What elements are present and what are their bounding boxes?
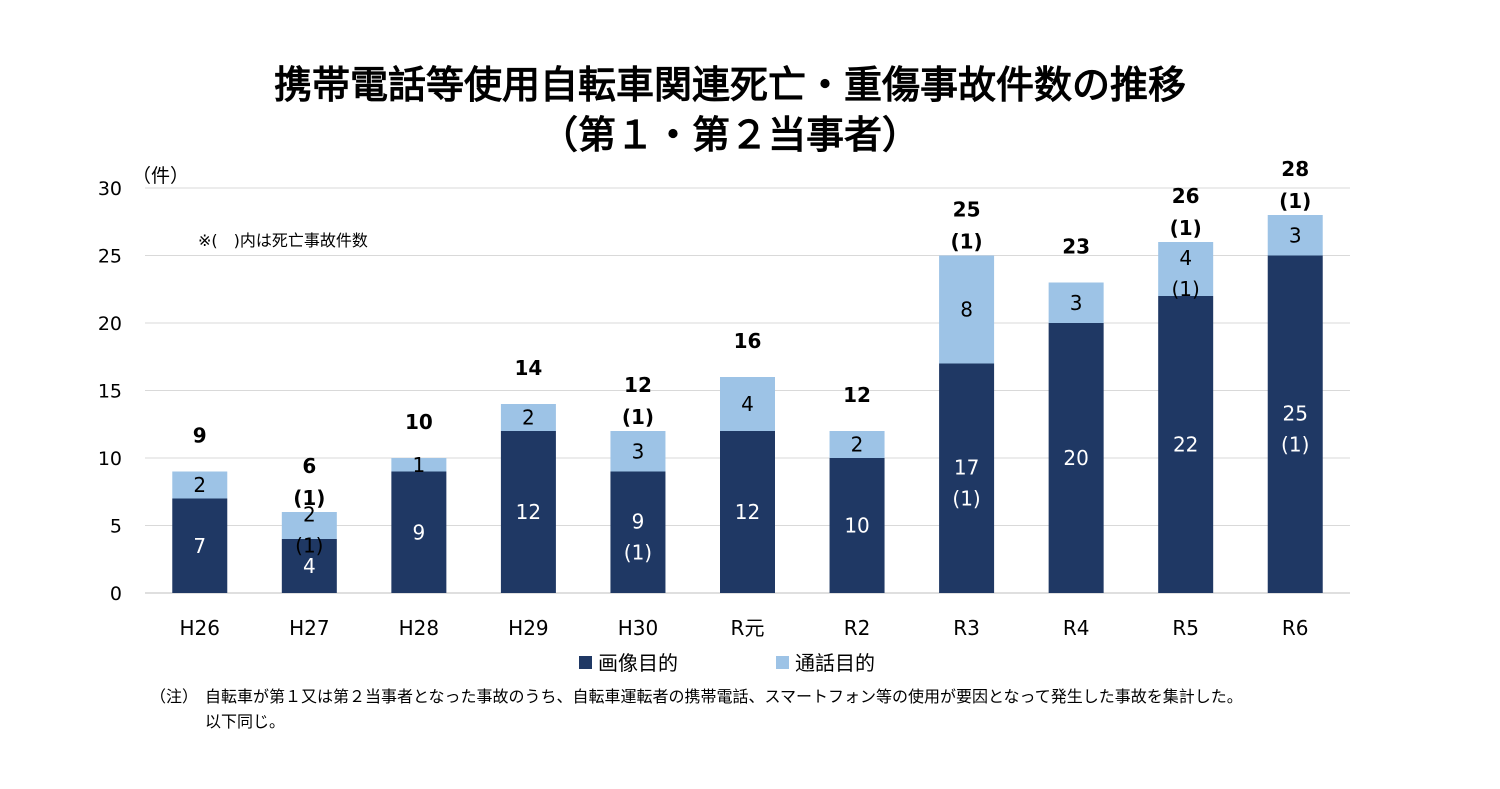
data-label-image-purpose: 12 <box>735 500 760 524</box>
data-label-call-purpose: 2 <box>851 433 864 457</box>
legend-label-image-purpose: 画像目的 <box>598 651 678 675</box>
data-label-call-purpose: 1 <box>412 453 425 477</box>
y-tick-label: 20 <box>98 313 122 335</box>
data-label-call-purpose: 4 <box>741 392 754 416</box>
total-death-label: (1) <box>1279 189 1311 213</box>
data-label-call-purpose: 2 <box>303 503 316 527</box>
total-label: 12 <box>843 383 871 407</box>
y-tick-label: 0 <box>110 583 122 605</box>
bar-image-purpose <box>610 471 666 593</box>
total-label: 9 <box>193 424 207 448</box>
bar-call-purpose <box>610 431 666 472</box>
y-tick-label: 10 <box>98 448 122 470</box>
bar-image-purpose <box>829 458 885 593</box>
data-label-call-purpose: 4 <box>1179 246 1192 270</box>
data-label-call-purpose: 2 <box>193 473 206 497</box>
total-label: 10 <box>405 410 433 434</box>
total-death-label: (1) <box>1170 216 1202 240</box>
chart-title-line1: 携帯電話等使用自転車関連死亡・重傷事故件数の推移 <box>274 63 1186 107</box>
x-tick-label: H30 <box>618 616 659 640</box>
bar-image-purpose <box>281 539 337 593</box>
total-label: 12 <box>624 373 652 397</box>
data-label-call-purpose: 3 <box>632 439 645 463</box>
death-label: (1) <box>1281 432 1309 456</box>
bars: 72942(1)6(1)9110122149(1)312(1)124161021… <box>172 157 1323 593</box>
total-label: 14 <box>514 356 542 380</box>
data-label-image-purpose: 22 <box>1173 433 1198 457</box>
footnote-prefix: （注） <box>150 687 198 706</box>
y-tick-label: 5 <box>110 516 122 538</box>
y-tick-label: 25 <box>98 246 122 268</box>
data-label-image-purpose: 9 <box>412 520 425 544</box>
x-tick-label: R3 <box>953 616 980 640</box>
bar-image-purpose <box>500 431 556 593</box>
total-label: 26 <box>1172 184 1200 208</box>
data-label-image-purpose: 25 <box>1283 401 1308 425</box>
death-label: (1) <box>295 534 323 558</box>
bar-image-purpose <box>939 363 995 593</box>
legend-swatch-call-purpose <box>776 656 789 669</box>
total-label: 16 <box>734 329 762 353</box>
bar-image-purpose <box>391 471 447 593</box>
data-label-image-purpose: 20 <box>1063 446 1088 470</box>
bar-call-purpose <box>391 458 447 472</box>
footnote-line1: 自転車が第１又は第２当事者となった事故のうち、自転車運転者の携帯電話、スマートフ… <box>205 687 1243 706</box>
x-tick-label: R6 <box>1282 616 1309 640</box>
y-axis-ticks: 0 5 10 15 20 25 30 <box>98 178 122 605</box>
bar-image-purpose <box>1267 255 1323 593</box>
total-death-label: (1) <box>950 230 982 254</box>
legend-swatch-image-purpose <box>579 656 592 669</box>
death-count-annotation: ※( )内は死亡事故件数 <box>198 231 368 250</box>
x-tick-label: H27 <box>289 616 330 640</box>
death-label: (1) <box>952 486 980 510</box>
bar-call-purpose <box>172 471 228 499</box>
bar-image-purpose <box>1158 296 1214 593</box>
bar-image-purpose <box>1048 323 1104 593</box>
data-label-call-purpose: 3 <box>1289 223 1302 247</box>
bar-image-purpose <box>720 431 775 593</box>
x-tick-label: R元 <box>731 616 765 640</box>
bar-call-purpose <box>720 377 775 431</box>
x-tick-label: H28 <box>399 616 440 640</box>
total-label: 28 <box>1281 157 1309 181</box>
x-tick-label: H26 <box>180 616 221 640</box>
x-tick-label: R5 <box>1172 616 1199 640</box>
data-label-image-purpose: 7 <box>193 534 206 558</box>
bar-image-purpose <box>172 498 228 593</box>
total-label: 6 <box>302 454 316 478</box>
x-axis-ticks: H26 H27 H28 H29 H30 R元 R2 R3 R4 R5 R6 <box>180 616 1309 640</box>
y-axis-unit: （件） <box>132 165 189 187</box>
data-label-image-purpose: 12 <box>516 500 541 524</box>
data-label-image-purpose: 17 <box>954 455 979 479</box>
data-label-call-purpose: 3 <box>1070 291 1083 315</box>
bar-call-purpose <box>1158 242 1214 296</box>
x-tick-label: H29 <box>508 616 549 640</box>
total-label: 23 <box>1062 235 1090 259</box>
footnote-line2: 以下同じ。 <box>205 712 285 731</box>
data-label-call-purpose: 2 <box>522 406 535 430</box>
chart-title-line2: （第１・第２当事者） <box>540 113 920 157</box>
total-death-label: (1) <box>622 405 654 429</box>
y-tick-label: 30 <box>98 178 122 200</box>
bar-call-purpose <box>939 255 995 364</box>
death-label: (1) <box>1172 277 1200 301</box>
data-label-image-purpose: 9 <box>632 509 645 533</box>
y-tick-label: 15 <box>98 381 122 403</box>
bar-call-purpose <box>500 404 556 431</box>
total-death-label: (1) <box>293 486 325 510</box>
legend-label-call-purpose: 通話目的 <box>795 651 875 675</box>
bar-call-purpose <box>1048 282 1104 323</box>
bar-call-purpose <box>829 431 885 458</box>
total-label: 25 <box>953 198 981 222</box>
data-label-call-purpose: 8 <box>960 298 973 322</box>
x-tick-label: R2 <box>844 616 871 640</box>
death-label: (1) <box>624 540 652 564</box>
legend: 画像目的 通話目的 <box>579 651 875 675</box>
data-label-image-purpose: 4 <box>303 554 316 578</box>
bar-call-purpose <box>281 512 337 539</box>
bar-call-purpose <box>1267 215 1323 256</box>
x-tick-label: R4 <box>1063 616 1090 640</box>
data-label-image-purpose: 10 <box>844 514 869 538</box>
